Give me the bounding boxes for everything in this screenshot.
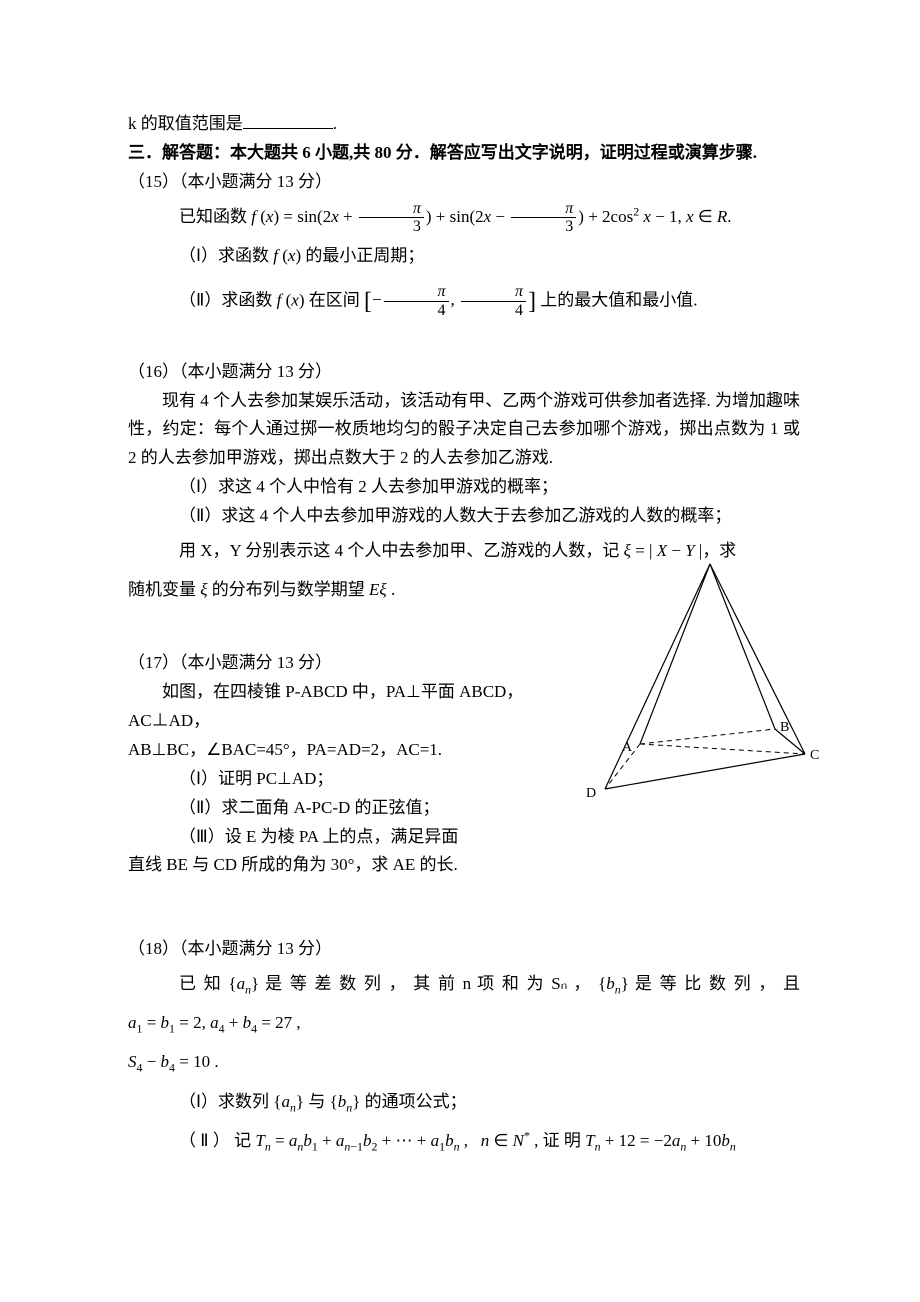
svg-text:A: A: [622, 740, 633, 755]
p18-p2-math2: Tn + 12 = −2an + 10bn: [585, 1131, 736, 1150]
p17-part3b: 直线 BE 与 CD 所成的角为 30°，求 AE 的长.: [128, 851, 548, 880]
p18-set2: {bn}: [598, 974, 629, 993]
p16-para1: 现有 4 个人去参加某娱乐活动，该活动有甲、乙两个游戏可供参加者选择. 为增加趣…: [128, 387, 800, 474]
p16-part3-l2-post: .: [387, 580, 396, 599]
svg-text:C: C: [810, 748, 819, 763]
p17-part2: （Ⅱ）求二面角 A-PC-D 的正弦值；: [128, 794, 548, 823]
p17-line1: 如图，在四棱锥 P-ABCD 中，PA⊥平面 ABCD，AC⊥AD，: [128, 678, 548, 736]
p16-part1: （Ⅰ）求这 4 个人中恰有 2 人去参加甲游戏的概率；: [128, 473, 800, 502]
p18-p1-pre: （Ⅰ）求数列: [179, 1092, 273, 1111]
svg-text:P: P: [712, 559, 720, 563]
p18-title: （18）（本小题满分 13 分）: [128, 935, 800, 964]
p18-p1-post: 的通项公式；: [360, 1092, 466, 1111]
p15-part1: （Ⅰ）求函数 f (x) 的最小正周期；: [128, 236, 800, 275]
p15-part2-math-a: f (x): [277, 290, 305, 309]
p15-part1-pre: （Ⅰ）求函数: [179, 246, 273, 265]
p16-part3-l2-math2: Eξ: [369, 580, 387, 599]
p16-part2: （Ⅱ）求这 4 个人中去参加甲游戏的人数大于去参加乙游戏的人数的概率；: [128, 502, 800, 531]
p15-title: （15）（本小题满分 13 分）: [128, 168, 800, 197]
p15-part1-math: f (x): [273, 246, 301, 265]
p17-body: 如图，在四棱锥 P-ABCD 中，PA⊥平面 ABCD，AC⊥AD， AB⊥BC…: [128, 678, 548, 880]
p16-part3-post: ，求: [702, 541, 736, 560]
p18-l1-mid1: 是 等 差 数 列 ， 其 前 n 项 和 为 Sₙ ，: [259, 974, 598, 993]
p16-title: （16）（本小题满分 13 分）: [128, 358, 800, 387]
p18-eq2: S4 − b4 = 10 .: [128, 1042, 800, 1081]
p16-part3-math: ξ = | X − Y |: [624, 541, 703, 560]
problem-18: （18）（本小题满分 13 分） 已 知 {an} 是 等 差 数 列 ， 其 …: [128, 935, 800, 1159]
p18-line1: 已 知 {an} 是 等 差 数 列 ， 其 前 n 项 和 为 Sₙ ， {b…: [128, 964, 800, 1003]
p15-given-math: f (x) = sin(2x + π3) + sin(2x − π3) + 2c…: [251, 207, 731, 226]
p16-part3-pre: 用 X，Y 分别表示这 4 个人中去参加甲、乙游戏的人数，记: [179, 541, 624, 560]
p15-part2-post: 上的最大值和最小值.: [536, 290, 698, 309]
p15-part2-pre: （Ⅱ）求函数: [179, 290, 277, 309]
p18-set1: {an}: [228, 974, 259, 993]
p15-part2-mid: 在区间: [305, 290, 365, 309]
p17-line2: AB⊥BC，∠BAC=45°，PA=AD=2，AC=1.: [128, 736, 548, 765]
p16-part3-l2-math: ξ: [200, 580, 207, 599]
p17-part1: （Ⅰ）证明 PC⊥AD；: [128, 765, 548, 794]
problem-17: PABCD （17）（本小题满分 13 分） 如图，在四棱锥 P-ABCD 中，…: [128, 649, 800, 880]
p18-eq1: a1 = b1 = 2, a4 + b4 = 27 ,: [128, 1003, 800, 1042]
p18-p2-mid: 证 明: [538, 1131, 585, 1150]
p18-l1-pre: 已 知: [179, 974, 228, 993]
q14-suffix: .: [333, 114, 337, 133]
p18-l1-mid2: 是 等 比 数 列 ， 且: [629, 974, 800, 993]
p18-p1-set1: {an}: [273, 1092, 304, 1111]
p18-p1-set2: {bn}: [330, 1092, 361, 1111]
svg-text:D: D: [586, 786, 596, 801]
p18-eq1-math: a1 = b1 = 2, a4 + b4 = 27 ,: [128, 1013, 301, 1032]
p16-part3-l2-mid: 的分布列与数学期望: [208, 580, 370, 599]
p18-p1-mid: 与: [304, 1092, 330, 1111]
p18-p2-math1: Tn = anb1 + an−1b2 + ⋯ + a1bn , n ∈ N* ,: [255, 1131, 538, 1150]
p17-figure: P A B C D: [580, 559, 830, 819]
svg-text:B: B: [780, 720, 789, 735]
q14-tail: k 的取值范围是.: [128, 110, 800, 139]
p16-part3-l2-pre: 随机变量: [128, 580, 200, 599]
section-3-heading: 三．解答题：本大题共 6 小题,共 80 分．解答应写出文字说明，证明过程或演算…: [128, 139, 800, 168]
p17-line1-text: 如图，在四棱锥 P-ABCD 中，PA⊥平面 ABCD，AC⊥AD，: [128, 682, 523, 730]
p15-given: 已知函数 f (x) = sin(2x + π3) + sin(2x − π3)…: [128, 197, 800, 236]
p16-para1-text: 现有 4 个人去参加某娱乐活动，该活动有甲、乙两个游戏可供参加者选择. 为增加趣…: [128, 391, 800, 468]
p18-eq2-math: S4 − b4 = 10 .: [128, 1052, 219, 1071]
p18-part2: （ Ⅱ ） 记 Tn = anb1 + an−1b2 + ⋯ + a1bn , …: [128, 1121, 800, 1160]
p15-part1-post: 的最小正周期；: [301, 246, 424, 265]
p15-given-pre: 已知函数: [179, 207, 251, 226]
p15-part2-math-b: [−π4, π4]: [364, 290, 536, 309]
p18-p2-pre: （ Ⅱ ） 记: [179, 1131, 255, 1150]
blank-underline: [243, 113, 333, 129]
p15-part2: （Ⅱ）求函数 f (x) 在区间 [−π4, π4] 上的最大值和最小值.: [128, 275, 800, 330]
q14-prefix: k 的取值范围是: [128, 114, 243, 133]
p18-part1: （Ⅰ）求数列 {an} 与 {bn} 的通项公式；: [128, 1082, 800, 1121]
problem-15: （15）（本小题满分 13 分） 已知函数 f (x) = sin(2x + π…: [128, 168, 800, 330]
p17-part3a: （Ⅲ）设 E 为棱 PA 上的点，满足异面: [128, 823, 548, 852]
